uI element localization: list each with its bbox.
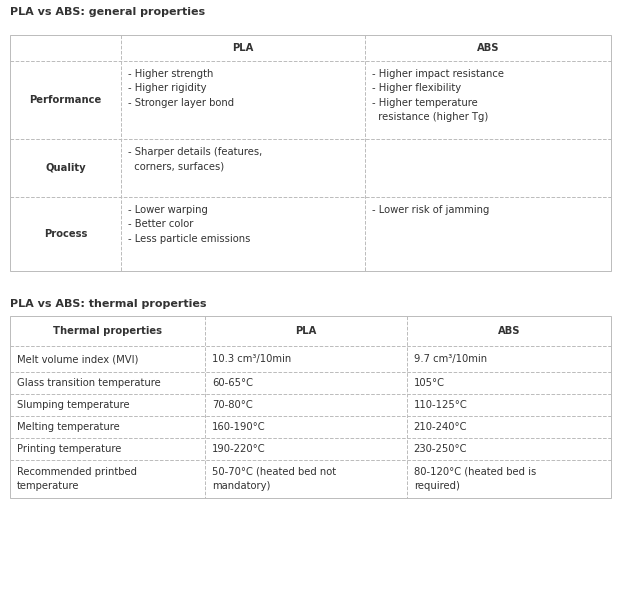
Text: 10.3 cm³/10min: 10.3 cm³/10min xyxy=(212,354,292,364)
Text: - Lower risk of jamming: - Lower risk of jamming xyxy=(371,205,489,215)
Text: PLA vs ABS: general properties: PLA vs ABS: general properties xyxy=(10,7,205,17)
Text: Melt volume index (MVI): Melt volume index (MVI) xyxy=(17,354,138,364)
Text: ABS: ABS xyxy=(476,43,499,53)
Text: - Higher strength
- Higher rigidity
- Stronger layer bond: - Higher strength - Higher rigidity - St… xyxy=(128,69,234,108)
Text: 60-65°C: 60-65°C xyxy=(212,378,253,388)
Text: ABS: ABS xyxy=(497,326,520,336)
Text: 110-125°C: 110-125°C xyxy=(414,400,468,410)
Text: Recommended printbed
temperature: Recommended printbed temperature xyxy=(17,467,137,491)
Bar xyxy=(10,35,611,271)
Text: 190-220°C: 190-220°C xyxy=(212,444,266,454)
Text: PLA vs ABS: thermal properties: PLA vs ABS: thermal properties xyxy=(10,299,207,309)
Text: 230-250°C: 230-250°C xyxy=(414,444,467,454)
Text: Glass transition temperature: Glass transition temperature xyxy=(17,378,161,388)
Text: Quality: Quality xyxy=(45,163,86,173)
Text: Printing temperature: Printing temperature xyxy=(17,444,121,454)
Text: 160-190°C: 160-190°C xyxy=(212,422,266,432)
Text: 9.7 cm³/10min: 9.7 cm³/10min xyxy=(414,354,487,364)
Text: Slumping temperature: Slumping temperature xyxy=(17,400,130,410)
Text: - Higher impact resistance
- Higher flexibility
- Higher temperature
  resistanc: - Higher impact resistance - Higher flex… xyxy=(371,69,504,122)
Text: Thermal properties: Thermal properties xyxy=(53,326,162,336)
Text: 70-80°C: 70-80°C xyxy=(212,400,253,410)
Text: Melting temperature: Melting temperature xyxy=(17,422,120,432)
Text: PLA: PLA xyxy=(232,43,253,53)
Text: 80-120°C (heated bed is
required): 80-120°C (heated bed is required) xyxy=(414,467,536,491)
Text: 210-240°C: 210-240°C xyxy=(414,422,467,432)
Bar xyxy=(10,316,611,498)
Text: Process: Process xyxy=(44,229,88,239)
Text: 105°C: 105°C xyxy=(414,378,445,388)
Text: - Sharper details (features,
  corners, surfaces): - Sharper details (features, corners, su… xyxy=(128,147,263,171)
Text: PLA: PLA xyxy=(296,326,317,336)
Text: 50-70°C (heated bed not
mandatory): 50-70°C (heated bed not mandatory) xyxy=(212,467,337,491)
Text: - Lower warping
- Better color
- Less particle emissions: - Lower warping - Better color - Less pa… xyxy=(128,205,250,244)
Text: Performance: Performance xyxy=(29,95,102,105)
